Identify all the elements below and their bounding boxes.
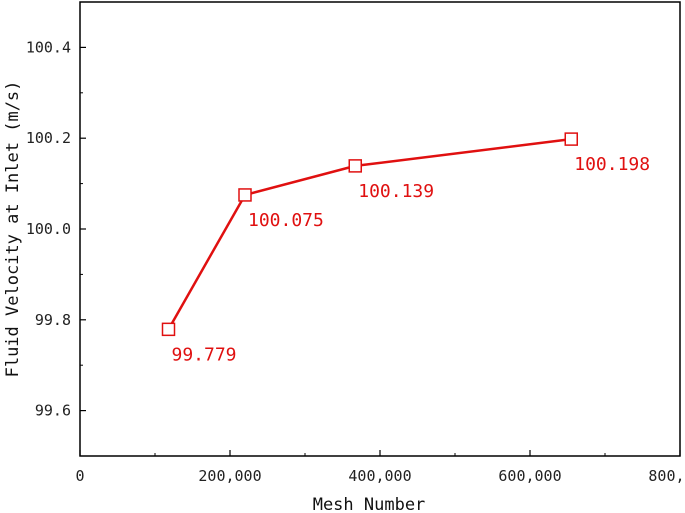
y-tick-label: 100.2 <box>26 129 71 147</box>
data-point-marker <box>564 132 578 146</box>
y-axis-title: Fluid Velocity at Inlet (m/s) <box>3 81 23 378</box>
series-layer: 99.779 100.075 100.139 100.198 <box>161 132 650 365</box>
x-axis-title: Mesh Number <box>313 495 426 513</box>
data-point-marker <box>238 188 252 202</box>
y-tick-label: 99.6 <box>35 402 71 420</box>
x-axis: 0 200,000 400,000 600,000 800,000 <box>75 450 685 485</box>
data-point-marker <box>348 159 362 173</box>
plot-frame <box>79 1 681 457</box>
x-tick-label: 0 <box>75 467 84 485</box>
y-axis: 99.6 99.8 100.0 100.2 100.4 <box>26 1 86 457</box>
series-line <box>167 137 572 330</box>
x-tick-label: 200,000 <box>198 467 261 485</box>
data-label: 100.075 <box>248 210 324 231</box>
x-tick-label: 400,000 <box>348 467 411 485</box>
data-point-marker <box>161 322 176 337</box>
y-tick-label: 100.4 <box>26 38 71 56</box>
y-tick-label: 99.8 <box>35 311 71 329</box>
x-tick-label: 800,000 <box>648 467 685 485</box>
data-label: 100.139 <box>358 181 434 202</box>
x-tick-label: 600,000 <box>498 467 561 485</box>
data-label: 99.779 <box>172 344 237 365</box>
y-tick-label: 100.0 <box>26 220 71 238</box>
data-label: 100.198 <box>574 154 650 175</box>
